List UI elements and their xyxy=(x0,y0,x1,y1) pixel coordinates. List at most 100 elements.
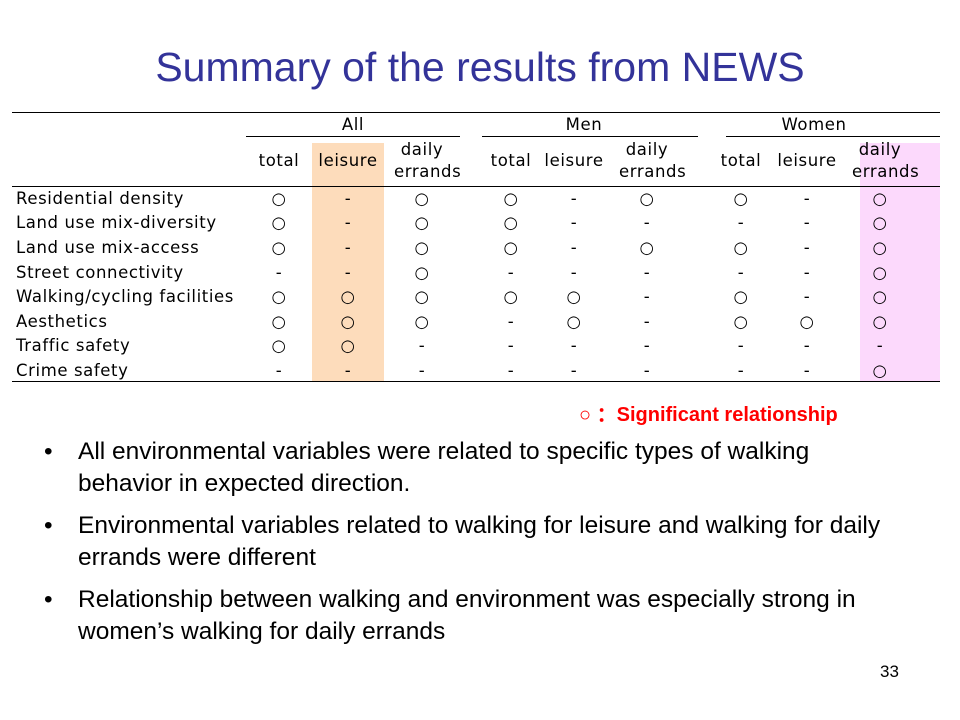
result-cell: - xyxy=(708,358,774,383)
result-cell: - xyxy=(604,211,690,236)
result-cell: ○ xyxy=(384,260,460,285)
result-mark: - xyxy=(803,287,811,307)
group-gap xyxy=(460,136,478,186)
result-mark: ○ xyxy=(340,336,356,356)
result-cell: - xyxy=(478,358,544,383)
subheader: daily errands xyxy=(384,136,461,186)
result-mark: ○ xyxy=(503,213,519,233)
result-mark: - xyxy=(344,262,352,282)
bullet-item: • Relationship between walking and enviro… xyxy=(40,584,900,648)
result-mark: - xyxy=(344,188,352,208)
result-cell: - xyxy=(708,260,774,285)
result-cell: - xyxy=(774,284,840,309)
legend-significant: ○ ：Significant relationship xyxy=(579,404,838,426)
table-row: Traffic safety ○ ○ - - - - - - - xyxy=(12,334,920,359)
result-mark: ○ xyxy=(271,287,287,307)
group-gap xyxy=(690,112,708,136)
result-mark: - xyxy=(570,213,578,233)
result-mark: ○ xyxy=(503,188,519,208)
group-header: Men xyxy=(565,114,603,134)
result-mark: ○ xyxy=(872,213,888,233)
result-cell: ○ xyxy=(774,309,840,334)
bullet-item: • Environmental variables related to walk… xyxy=(40,510,900,574)
group-gap xyxy=(690,136,708,186)
result-mark: - xyxy=(507,360,515,380)
result-mark: ○ xyxy=(414,213,430,233)
result-cell: ○ xyxy=(544,284,604,309)
subheader: total xyxy=(478,136,544,186)
result-cell: ○ xyxy=(384,235,460,260)
group-gap xyxy=(460,334,478,359)
result-cell: - xyxy=(478,334,544,359)
group-header: All xyxy=(341,114,365,134)
bullet-glyph: • xyxy=(44,586,53,613)
result-mark: ○ xyxy=(503,237,519,257)
result-mark: ○ xyxy=(733,188,749,208)
table-row: Land use mix-diversity ○ - ○ ○ - - - - ○ xyxy=(12,211,920,236)
result-cell: - xyxy=(544,260,604,285)
result-mark: - xyxy=(570,237,578,257)
result-cell: - xyxy=(544,358,604,383)
result-cell: - xyxy=(774,358,840,383)
bullet-glyph: • xyxy=(44,512,53,539)
group-gap xyxy=(460,284,478,309)
result-mark: ○ xyxy=(414,262,430,282)
result-cell: ○ xyxy=(840,211,920,236)
row-label: Land use mix-access xyxy=(16,237,200,257)
group-gap xyxy=(690,260,708,285)
result-mark: ○ xyxy=(414,311,430,331)
result-cell: ○ xyxy=(246,334,312,359)
result-cell: - xyxy=(774,235,840,260)
result-mark: ○ xyxy=(566,311,582,331)
result-cell: ○ xyxy=(708,284,774,309)
result-cell: ○ xyxy=(544,309,604,334)
result-cell: ○ xyxy=(478,186,544,211)
group-header-row: All Men Women xyxy=(12,112,920,136)
result-mark: - xyxy=(344,237,352,257)
row-label: Aesthetics xyxy=(16,311,108,331)
result-mark: - xyxy=(643,311,651,331)
group-gap xyxy=(460,260,478,285)
result-mark: ○ xyxy=(566,287,582,307)
row-label: Crime safety xyxy=(16,360,129,380)
result-cell: ○ xyxy=(246,235,312,260)
result-mark: ○ xyxy=(872,360,888,380)
result-mark: ○ xyxy=(271,336,287,356)
subheader-label: leisure xyxy=(318,151,378,170)
subheader: daily errands xyxy=(840,136,920,186)
result-cell: - xyxy=(544,235,604,260)
result-mark: ○ xyxy=(271,188,287,208)
result-mark: - xyxy=(803,237,811,257)
group-gap xyxy=(460,112,478,136)
result-mark: - xyxy=(803,262,811,282)
result-mark: ○ xyxy=(414,287,430,307)
result-cell: ○ xyxy=(246,211,312,236)
result-mark: - xyxy=(570,188,578,208)
group-gap xyxy=(690,211,708,236)
result-mark: - xyxy=(418,336,426,356)
subheader-label: daily errands xyxy=(852,140,920,181)
result-cell: ○ xyxy=(840,186,920,211)
table-row: Crime safety - - - - - - - - ○ xyxy=(12,358,920,383)
row-label: Residential density xyxy=(16,188,185,208)
result-mark: - xyxy=(344,360,352,380)
result-cell: ○ xyxy=(246,309,312,334)
result-cell: ○ xyxy=(246,284,312,309)
table-row: Aesthetics ○ ○ ○ - ○ - ○ ○ ○ xyxy=(12,309,920,334)
subheader: total xyxy=(246,136,312,186)
result-mark: - xyxy=(803,360,811,380)
group-gap xyxy=(690,334,708,359)
result-mark: - xyxy=(418,360,426,380)
result-cell: - xyxy=(246,358,312,383)
group-gap xyxy=(690,186,708,211)
result-cell: ○ xyxy=(708,309,774,334)
result-mark: ○ xyxy=(733,237,749,257)
result-cell: - xyxy=(604,309,690,334)
result-cell: ○ xyxy=(840,235,920,260)
page-number: 33 xyxy=(880,662,899,681)
subheader: total xyxy=(708,136,774,186)
result-mark: - xyxy=(643,213,651,233)
header-corner xyxy=(12,112,246,136)
result-mark: - xyxy=(876,336,884,356)
row-label: Walking/cycling facilities xyxy=(16,287,234,307)
